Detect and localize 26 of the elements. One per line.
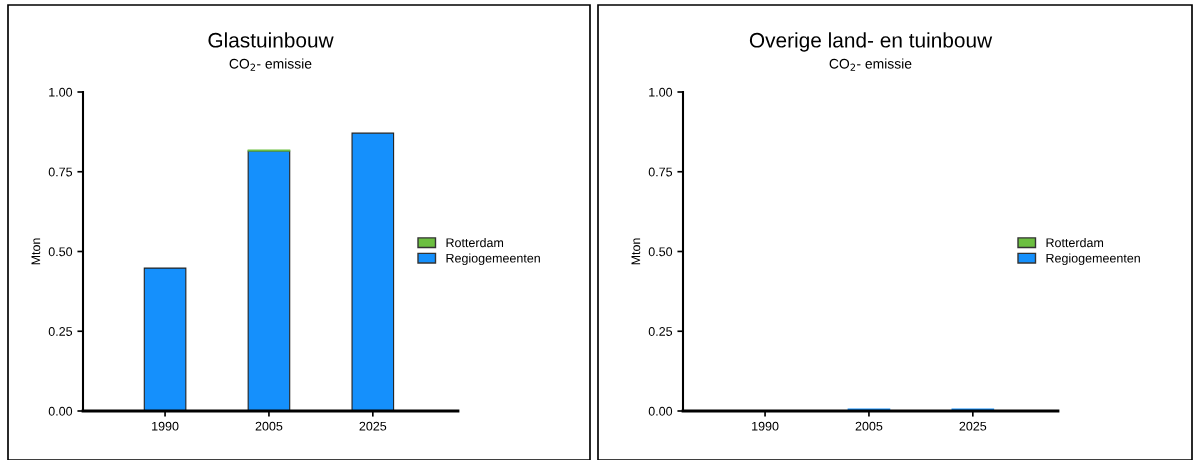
legend-label: Rotterdam bbox=[446, 237, 504, 248]
x-tick-label: 1990 bbox=[152, 421, 179, 431]
y-axis-title: Mton bbox=[631, 238, 641, 265]
y-tick-label: 0.50 bbox=[48, 247, 73, 257]
legend-label: Regiogemeenten bbox=[1046, 253, 1140, 266]
y-tick-label: 0.75 bbox=[48, 167, 73, 177]
y-tick-label: 1.00 bbox=[49, 87, 73, 97]
y-tick-label: 1.00 bbox=[649, 87, 673, 97]
y-tick-label: 0.25 bbox=[648, 327, 673, 336]
x-tick-label: 2025 bbox=[959, 421, 987, 431]
y-tick-label: 0.00 bbox=[48, 406, 73, 416]
chart-subtitle: CO$_{2}$- emissie bbox=[829, 58, 912, 71]
x-tick-label: 2025 bbox=[359, 421, 387, 431]
y-tick-label: 0.75 bbox=[648, 167, 673, 177]
x-tick-label: 2005 bbox=[855, 421, 883, 431]
chart-title: Glastuinbouw bbox=[208, 32, 334, 48]
y-tick-label: 0.50 bbox=[648, 247, 673, 257]
y-tick-label: 0.25 bbox=[48, 327, 73, 336]
chart-subtitle: CO$_{2}$- emissie bbox=[229, 58, 312, 71]
legend-label: Regiogemeenten bbox=[446, 253, 540, 266]
y-tick-label: 0.00 bbox=[648, 406, 673, 416]
legend-label: Rotterdam bbox=[1046, 237, 1104, 248]
x-tick-label: 2005 bbox=[255, 421, 283, 431]
x-tick-label: 1990 bbox=[752, 421, 779, 431]
y-axis-title: Mton bbox=[31, 238, 41, 265]
chart-title: Overige land- en tuinbouw bbox=[749, 32, 993, 52]
